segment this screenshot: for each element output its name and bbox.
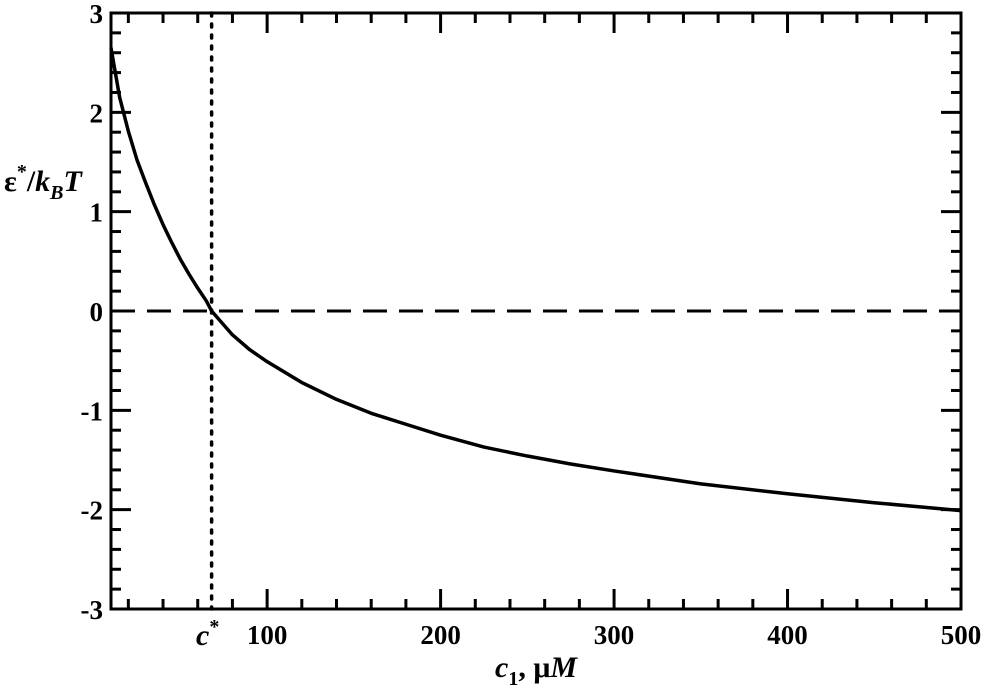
annotation-superscript: * [209, 616, 219, 638]
x-tick-label: 400 [767, 620, 808, 650]
y-tick-label: 0 [90, 297, 104, 327]
annotation-c-star: c* [196, 616, 219, 652]
y-tick-label: 2 [90, 98, 104, 128]
x-tick-label: 100 [247, 620, 288, 650]
x-axis-title-subscript: 1 [508, 668, 518, 690]
y-tick-label: -3 [81, 595, 104, 625]
annotation-text: c [196, 619, 209, 652]
x-axis-title-unit: M [549, 651, 578, 684]
y-axis-title-star: * [17, 161, 27, 183]
y-axis-title-epsilon: ε [4, 165, 17, 198]
x-axis-title: c1, μM [495, 651, 578, 690]
y-axis-title-k: k [35, 165, 50, 198]
y-axis-title-T: T [64, 165, 84, 198]
y-axis-title-subscript: B [49, 182, 63, 204]
x-tick-label: 300 [594, 620, 635, 650]
series-line-0 [109, 47, 962, 513]
x-axis-title-main: c [495, 651, 508, 684]
y-axis-title-slash: / [26, 165, 36, 198]
y-tick-label: -1 [81, 396, 104, 426]
y-tick-label: -2 [81, 496, 104, 526]
series-layer [109, 47, 962, 513]
y-tick-labels: -3 -2 -1 0 1 2 3 [81, 0, 104, 625]
y-tick-label: 1 [90, 198, 104, 228]
y-axis-title: ε*/kBT [4, 161, 84, 204]
plot-frame [109, 11, 963, 611]
x-tick-label: 200 [420, 620, 461, 650]
x-tick-labels: 100 200 300 400 500 [247, 620, 981, 650]
x-tick-label: 500 [941, 620, 982, 650]
reference-lines [111, 11, 961, 611]
tick-marks [111, 13, 961, 609]
y-tick-label: 3 [90, 0, 104, 29]
x-axis-title-rest: , μ [518, 651, 550, 684]
